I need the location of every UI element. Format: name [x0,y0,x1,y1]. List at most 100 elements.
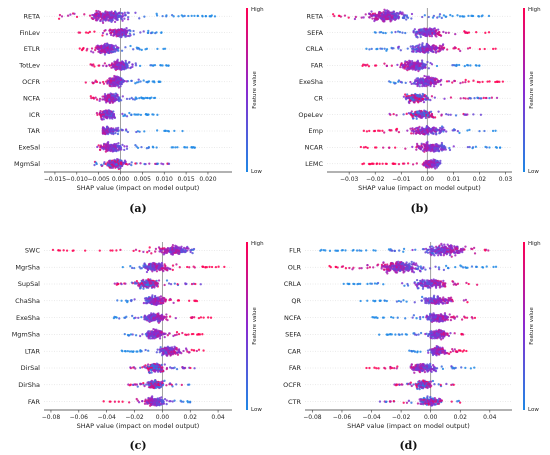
shap-point [438,128,441,132]
shap-point [440,143,444,146]
shap-point [441,47,444,51]
shap-point [429,32,432,35]
shap-point [424,130,427,133]
shap-point [209,15,213,18]
shap-point [196,14,199,18]
feature-label: LEMC [305,160,323,168]
shap-point [372,162,375,165]
shap-point [128,111,131,115]
shap-point [101,80,105,84]
shap-point [379,11,382,14]
shap-point [120,99,123,102]
shap-point [124,59,127,63]
feature-row-mgmsal: MgmSal [14,157,232,171]
feature-label: OpeLev [298,111,323,119]
shap-point [432,129,435,132]
shap-point [191,251,194,255]
shap-point [108,98,111,101]
shap-point [424,63,427,67]
shap-point [87,31,90,35]
shap-point [484,31,487,34]
shap-point [494,146,498,149]
shap-point [159,264,163,267]
shap-point [154,31,157,35]
shap-point [420,142,423,145]
shap-point [420,145,423,148]
colorbar-title: Feature value [252,71,258,109]
shap-point [140,96,143,99]
shap-point [105,126,109,129]
feature-label: ExeSal [18,144,40,152]
shap-point [101,31,105,35]
shap-point [117,46,120,49]
shap-point [468,128,471,132]
shap-point [145,270,149,274]
shap-point [419,147,422,151]
x-tick-label: 0.000 [112,176,129,183]
shap-point [167,162,171,165]
shap-point [354,15,358,19]
shap-point [435,166,439,169]
shap-point [101,98,104,101]
shap-point [403,67,406,70]
shap-point [126,18,130,21]
feature-label: TotLev [18,62,40,70]
shap-point [108,94,111,97]
shap-point [109,19,112,22]
shap-point [483,129,486,133]
shap-point [121,12,124,16]
shap-point [364,13,367,16]
shap-point [112,132,115,135]
shap-point [159,64,162,67]
shap-point [93,14,96,17]
shap-point [111,166,115,169]
feature-label: TAR [27,127,41,135]
shap-point [103,29,106,33]
shap-point [192,248,195,251]
shap-point [162,47,165,51]
shap-point [119,166,122,169]
shap-point [82,46,85,50]
shap-point [122,80,125,83]
shap-point [449,113,452,116]
shap-point [422,100,426,104]
shap-point [449,96,453,99]
shap-point [167,64,170,67]
shap-point [183,14,186,18]
shap-point [161,14,164,18]
shap-point [189,250,192,254]
shap-point [125,80,128,83]
shap-point [428,48,431,52]
shap-point [188,266,191,269]
shap-point [123,113,127,116]
shap-point [105,64,108,68]
shap-point [421,127,424,131]
x-tick-label: 0.010 [156,176,173,183]
shap-point [431,115,434,118]
shap-point [108,128,111,131]
shap-point [425,149,428,153]
shap-point [383,47,386,50]
shap-point [417,101,420,104]
shap-point [98,14,101,18]
shap-point [459,97,462,100]
shap-point [410,12,414,16]
shap-point [366,146,369,149]
shap-point [488,146,491,149]
feature-row-tar: TAR [27,125,232,136]
shap-point [422,82,425,85]
shap-point [495,96,499,100]
shap-point [445,130,448,133]
shap-point [404,81,407,85]
shap-point [105,43,109,46]
shap-point [121,143,124,147]
feature-row-supsal: SupSal [18,278,232,290]
shap-point [431,79,434,82]
shap-point [155,270,159,273]
shap-point [160,162,163,165]
shap-point [118,61,122,65]
shap-point [421,92,424,96]
shap-point [432,158,435,161]
shap-point [432,27,436,30]
